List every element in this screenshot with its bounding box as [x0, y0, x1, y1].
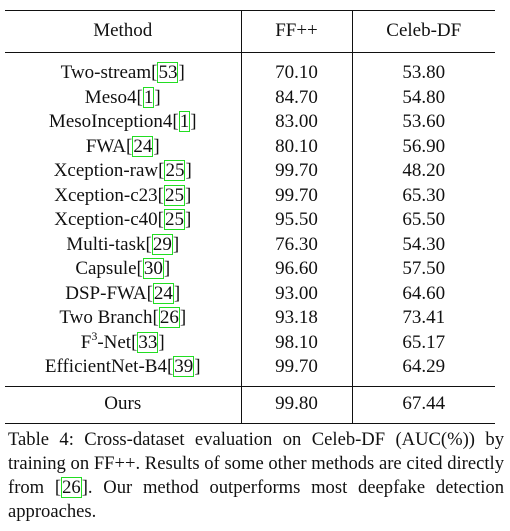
- ffpp-score: 98.10: [241, 330, 353, 355]
- ffpp-score: 84.70: [241, 85, 353, 110]
- celebdf-score: 54.30: [402, 233, 446, 255]
- method-cell: EfficientNet-B4[39]: [5, 355, 242, 386]
- caption-text-2: . Our method outperforms most deepfake d…: [8, 477, 504, 522]
- celebdf-score: 65.30: [402, 184, 446, 206]
- method-cell: Xception-raw[25]: [5, 159, 242, 184]
- method-name: F: [80, 331, 92, 353]
- method-cell: DSP-FWA[24]: [5, 281, 242, 306]
- table-row: Meso4[1] 84.70 54.80: [5, 85, 495, 110]
- ffpp-score: 99.70: [241, 355, 353, 386]
- ffpp-score: 95.50: [241, 208, 353, 233]
- ffpp-score: 96.60: [241, 257, 353, 282]
- table-header-row: Method FF++ Celeb-DF: [5, 10, 495, 53]
- table-row: MesoInception4[1] 83.00 53.60: [5, 110, 495, 135]
- citation-link[interactable]: 24: [132, 135, 154, 157]
- citation-link[interactable]: 24: [152, 282, 174, 304]
- ffpp-score: 70.10: [241, 52, 353, 86]
- method-name: Capsule: [75, 258, 137, 279]
- citation-link[interactable]: 1: [142, 86, 155, 108]
- ffpp-score: 83.00: [241, 110, 353, 135]
- method-name: Xception-c40: [54, 209, 158, 230]
- method-name: Multi-task: [66, 233, 146, 255]
- method-name: Xception-raw: [53, 160, 159, 181]
- citation-link[interactable]: 53: [157, 62, 179, 83]
- method-superscript: 3: [91, 328, 98, 343]
- method-cell: Meso4[1]: [5, 85, 242, 110]
- method-cell: Two Branch[26]: [5, 306, 242, 331]
- citation-link[interactable]: 30: [142, 258, 164, 279]
- table-row: EfficientNet-B4[39] 99.70 64.29: [5, 355, 495, 386]
- celebdf-score: 56.90: [402, 135, 446, 157]
- method-cell: F3-Net[33]: [5, 328, 242, 355]
- method-name: MesoInception4: [48, 111, 173, 132]
- caption-text-1: Table 4: Cross-dataset evaluation on Cel…: [8, 429, 504, 498]
- table-row: Capsule[30] 96.60 57.50: [5, 257, 495, 282]
- table-row: Xception-c40[25] 95.50 65.50: [5, 208, 495, 233]
- ours-ffpp: 99.80: [241, 385, 353, 424]
- method-cell: Two-stream[53]: [5, 52, 242, 86]
- table-row: F3-Net[33] 98.10 65.17: [5, 328, 495, 355]
- table-row: Two Branch[26] 93.18 73.41: [5, 306, 495, 331]
- header-method: Method: [5, 10, 242, 53]
- ffpp-score: 99.70: [241, 183, 353, 208]
- table-caption: Table 4: Cross-dataset evaluation on Cel…: [8, 429, 504, 522]
- results-table: Method FF++ Celeb-DF Two-stream[53] 70.10…: [5, 10, 495, 424]
- table-row: Two-stream[53] 70.10 53.80: [5, 52, 495, 86]
- ours-celebdf: 67.44: [352, 385, 495, 424]
- celebdf-score: 65.17: [402, 331, 446, 353]
- celebdf-score: 65.50: [402, 209, 446, 230]
- method-cell: Capsule[30]: [5, 257, 242, 282]
- table-row-ours: Ours 99.80 67.44: [5, 385, 495, 424]
- citation-link[interactable]: 39: [173, 356, 195, 377]
- celebdf-score: 64.29: [402, 356, 446, 377]
- ffpp-score: 93.18: [241, 306, 353, 331]
- celebdf-score: 48.20: [402, 160, 446, 181]
- table-row: Xception-c23[25] 99.70 65.30: [5, 183, 495, 208]
- table-row: Xception-raw[25] 99.70 48.20: [5, 159, 495, 184]
- citation-link[interactable]: 29: [151, 233, 173, 255]
- citation-link[interactable]: 33: [137, 331, 159, 353]
- ffpp-score: 80.10: [241, 134, 353, 159]
- method-name-suffix: -Net: [97, 331, 132, 353]
- header-ffpp: FF++: [241, 10, 353, 53]
- method-name: DSP-FWA: [65, 282, 147, 304]
- method-cell: Xception-c40[25]: [5, 208, 242, 233]
- table-body: Two-stream[53] 70.10 53.80 Meso4[1] 84.70 54.…: [5, 52, 495, 424]
- method-name: Two Branch: [59, 307, 153, 328]
- method-name: FWA: [85, 135, 126, 157]
- method-cell: MesoInception4[1]: [5, 110, 242, 135]
- method-name: Two-stream: [60, 62, 152, 83]
- method-cell: FWA[24]: [5, 134, 242, 159]
- celebdf-score: 64.60: [402, 282, 446, 304]
- table-row: Multi-task[29] 76.30 54.30: [5, 232, 495, 257]
- method-name: Xception-c23: [54, 184, 158, 206]
- citation-link[interactable]: 25: [164, 160, 186, 181]
- table-row: FWA[24] 80.10 56.90: [5, 134, 495, 159]
- header-celebdf: Celeb-DF: [352, 10, 495, 53]
- ffpp-score: 93.00: [241, 281, 353, 306]
- celebdf-score: 54.80: [402, 86, 446, 108]
- ffpp-score: 99.70: [241, 159, 353, 184]
- table-row: DSP-FWA[24] 93.00 64.60: [5, 281, 495, 306]
- celebdf-score: 53.60: [402, 111, 446, 132]
- citation-link[interactable]: 26: [158, 307, 180, 328]
- method-name: Meso4: [84, 86, 137, 108]
- celebdf-score: 53.80: [402, 62, 446, 83]
- citation-link[interactable]: 25: [163, 184, 185, 206]
- citation-link[interactable]: 25: [163, 209, 185, 230]
- method-cell: Multi-task[29]: [5, 232, 242, 257]
- ours-method: Ours: [5, 385, 242, 424]
- citation-link[interactable]: 1: [178, 111, 191, 132]
- celebdf-score: 73.41: [402, 307, 446, 328]
- method-name: EfficientNet-B4: [44, 356, 167, 377]
- caption-citation-link[interactable]: 26: [61, 477, 82, 498]
- celebdf-score: 57.50: [402, 258, 446, 279]
- ffpp-score: 76.30: [241, 232, 353, 257]
- method-cell: Xception-c23[25]: [5, 183, 242, 208]
